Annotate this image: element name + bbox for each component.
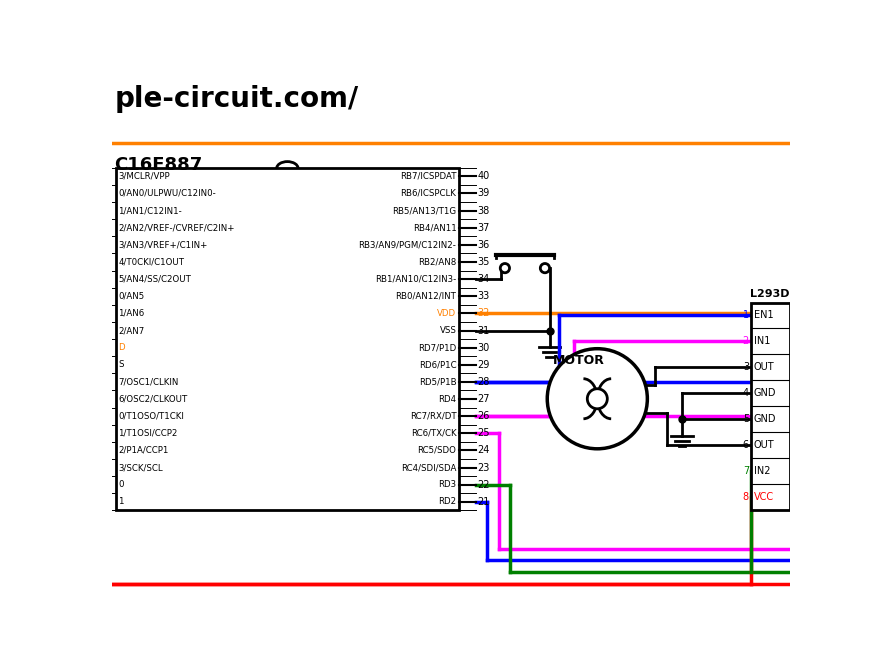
- Text: 21: 21: [477, 497, 489, 507]
- Text: 7/OSC1/CLKIN: 7/OSC1/CLKIN: [119, 378, 179, 386]
- Text: 0/T1OSO/T1CKI: 0/T1OSO/T1CKI: [119, 412, 184, 420]
- Text: RD5/P1B: RD5/P1B: [419, 378, 457, 386]
- Text: 38: 38: [477, 205, 489, 216]
- Text: 3/SCK/SCL: 3/SCK/SCL: [119, 463, 163, 472]
- Text: 4/T0CKI/C1OUT: 4/T0CKI/C1OUT: [119, 257, 185, 267]
- Text: VDD: VDD: [437, 309, 457, 318]
- Text: RB2/AN8: RB2/AN8: [418, 257, 457, 267]
- Text: RB6/ICSPCLK: RB6/ICSPCLK: [400, 189, 457, 198]
- Text: 1/AN6: 1/AN6: [119, 309, 144, 318]
- Text: RB3/AN9/PGM/C12IN2-: RB3/AN9/PGM/C12IN2-: [358, 240, 457, 249]
- Text: 1/T1OSI/CCP2: 1/T1OSI/CCP2: [119, 429, 178, 438]
- Text: 3/MCLR/VPP: 3/MCLR/VPP: [119, 172, 170, 181]
- Text: 7: 7: [743, 467, 749, 477]
- Text: RB0/AN12/INT: RB0/AN12/INT: [395, 292, 457, 301]
- Text: RC4/SDI/SDA: RC4/SDI/SDA: [401, 463, 457, 472]
- Text: 35: 35: [477, 257, 489, 267]
- Text: 36: 36: [477, 240, 489, 250]
- Circle shape: [547, 348, 648, 449]
- Text: 23: 23: [477, 463, 489, 473]
- Text: 32: 32: [477, 308, 489, 318]
- Text: RD6/P1C: RD6/P1C: [419, 360, 457, 370]
- Text: 1: 1: [743, 310, 749, 321]
- Text: 30: 30: [477, 343, 489, 352]
- Text: D: D: [119, 343, 125, 352]
- Text: 8: 8: [743, 492, 749, 502]
- Text: 5: 5: [743, 414, 749, 424]
- Text: RD3: RD3: [438, 480, 457, 489]
- Text: 27: 27: [477, 394, 489, 404]
- Text: 39: 39: [477, 189, 489, 199]
- Text: 2/AN2/VREF-/CVREF/C2IN+: 2/AN2/VREF-/CVREF/C2IN+: [119, 223, 235, 232]
- Text: RB5/AN13/T1G: RB5/AN13/T1G: [392, 206, 457, 215]
- Text: 26: 26: [477, 411, 489, 421]
- Text: 22: 22: [477, 480, 489, 490]
- Text: RB1/AN10/C12IN3-: RB1/AN10/C12IN3-: [375, 275, 457, 284]
- Text: OUT: OUT: [753, 362, 774, 372]
- Text: RD4: RD4: [438, 395, 457, 403]
- Circle shape: [587, 389, 607, 409]
- Text: 1: 1: [119, 498, 124, 506]
- Text: IN1: IN1: [753, 337, 770, 347]
- Text: 29: 29: [477, 360, 489, 370]
- Bar: [116, 168, 458, 510]
- Text: 0/AN0/ULPWU/C12IN0-: 0/AN0/ULPWU/C12IN0-: [119, 189, 216, 198]
- Text: C16F887: C16F887: [114, 156, 202, 174]
- Text: 33: 33: [477, 291, 489, 301]
- Text: 2: 2: [743, 337, 749, 347]
- Circle shape: [540, 263, 549, 273]
- Text: L293D: L293D: [750, 288, 789, 298]
- Text: 34: 34: [477, 274, 489, 284]
- Bar: [752, 302, 790, 510]
- Text: 1/AN1/C12IN1-: 1/AN1/C12IN1-: [119, 206, 182, 215]
- Text: RD2: RD2: [438, 498, 457, 506]
- Text: 4: 4: [743, 389, 749, 399]
- Text: RB7/ICSPDAT: RB7/ICSPDAT: [400, 172, 457, 181]
- Text: EN1: EN1: [753, 310, 774, 321]
- Text: 31: 31: [477, 325, 489, 335]
- Text: GND: GND: [753, 389, 776, 399]
- Text: 24: 24: [477, 446, 489, 455]
- Text: VCC: VCC: [753, 492, 774, 502]
- Text: 3: 3: [743, 362, 749, 372]
- Text: VSS: VSS: [439, 326, 457, 335]
- Text: GND: GND: [753, 414, 776, 424]
- Text: 0/AN5: 0/AN5: [119, 292, 144, 301]
- Text: 3/AN3/VREF+/C1IN+: 3/AN3/VREF+/C1IN+: [119, 240, 208, 249]
- Text: 2/AN7: 2/AN7: [119, 326, 144, 335]
- Text: 40: 40: [477, 172, 489, 182]
- Text: S: S: [119, 360, 124, 370]
- Text: RC7/RX/DT: RC7/RX/DT: [410, 412, 457, 420]
- Text: 25: 25: [477, 428, 489, 438]
- Text: ple-circuit.com/: ple-circuit.com/: [114, 85, 359, 114]
- Text: RC5/SDO: RC5/SDO: [417, 446, 457, 455]
- Text: 2/P1A/CCP1: 2/P1A/CCP1: [119, 446, 169, 455]
- Text: RD7/P1D: RD7/P1D: [418, 343, 457, 352]
- Text: 37: 37: [477, 222, 489, 233]
- Text: OUT: OUT: [753, 440, 774, 450]
- Text: RB4/AN11: RB4/AN11: [413, 223, 457, 232]
- Text: 0: 0: [119, 480, 124, 489]
- Text: 6/OSC2/CLKOUT: 6/OSC2/CLKOUT: [119, 395, 187, 403]
- Text: MOTOR: MOTOR: [553, 354, 605, 367]
- Text: RC6/TX/CK: RC6/TX/CK: [411, 429, 457, 438]
- Circle shape: [500, 263, 510, 273]
- Text: 6: 6: [743, 440, 749, 450]
- Text: IN2: IN2: [753, 467, 770, 477]
- Text: 5/AN4/SS/C2OUT: 5/AN4/SS/C2OUT: [119, 275, 191, 284]
- Text: 28: 28: [477, 377, 489, 387]
